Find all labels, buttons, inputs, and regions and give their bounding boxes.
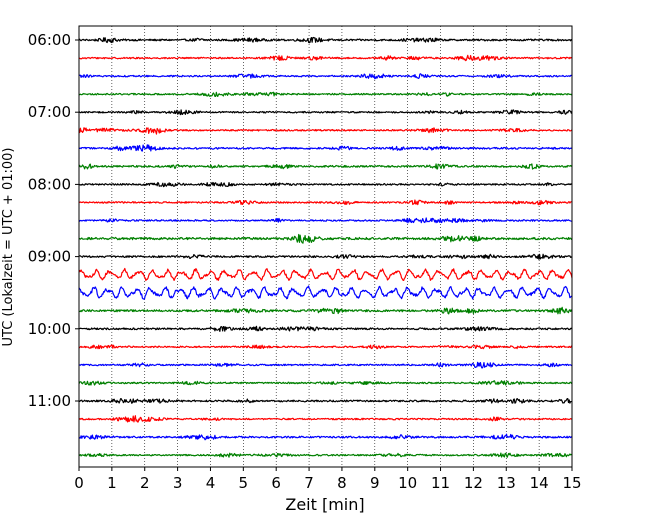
- x-tick-label: 5: [239, 474, 249, 492]
- seismic-trace: [78, 233, 573, 244]
- seismic-trace: [78, 163, 573, 170]
- seismic-trace: [78, 181, 573, 188]
- x-tick-label: 7: [304, 474, 314, 492]
- trace-layer: [78, 36, 573, 458]
- seismic-trace: [78, 127, 573, 135]
- seismic-trace: [78, 344, 573, 350]
- seismic-trace: [78, 433, 573, 441]
- x-tick-label: 6: [271, 474, 281, 492]
- y-tick-label: 08:00: [28, 175, 71, 193]
- seismic-trace: [78, 109, 573, 116]
- seismic-trace: [78, 91, 573, 98]
- y-tick-label: 06:00: [28, 31, 71, 49]
- seismic-trace: [78, 415, 573, 423]
- seismic-trace: [78, 306, 573, 315]
- x-tick-label: 12: [464, 474, 483, 492]
- x-tick-label: 15: [562, 474, 581, 492]
- seismic-trace: [78, 380, 573, 386]
- x-axis-label: Zeit [min]: [285, 495, 364, 514]
- y-axis-label: UTC (Lokalzeit = UTC + 01:00): [1, 148, 16, 347]
- x-tick-label: 4: [206, 474, 216, 492]
- x-tick-label: 14: [530, 474, 549, 492]
- seismic-trace: [78, 73, 573, 80]
- x-tick-label: 10: [398, 474, 417, 492]
- x-tick-label: 3: [173, 474, 183, 492]
- seismic-trace: [78, 361, 573, 369]
- plot-frame: [78, 25, 573, 468]
- y-tick-label: 10:00: [28, 320, 71, 338]
- y-tick-label: 09:00: [28, 248, 71, 266]
- seismic-trace: [78, 452, 573, 458]
- seismic-trace: [78, 217, 573, 224]
- seismic-trace: [78, 54, 573, 62]
- y-tick-label: 11:00: [28, 392, 71, 410]
- seismic-trace: [78, 325, 573, 332]
- axis-layer: 0 1 2 3 4 5 6 7 8 9 10 11 12 13 14 1506:0007:0008:0009:…: [28, 31, 582, 492]
- x-tick-label: 11: [431, 474, 450, 492]
- x-tick-label: 1: [107, 474, 117, 492]
- y-tick-label: 07:00: [28, 103, 71, 121]
- x-tick-label: 0: [74, 474, 84, 492]
- seismic-trace: [78, 144, 573, 152]
- x-tick-label: 2: [140, 474, 150, 492]
- x-tick-label: 13: [497, 474, 516, 492]
- seismic-trace: [78, 267, 573, 282]
- seismic-trace: [78, 36, 573, 44]
- seismic-trace: [78, 285, 573, 300]
- seismic-trace: [78, 253, 573, 260]
- seismic-trace: [78, 199, 573, 206]
- seismic-trace: [78, 397, 573, 404]
- x-tick-label: 9: [370, 474, 380, 492]
- x-tick-label: 8: [337, 474, 347, 492]
